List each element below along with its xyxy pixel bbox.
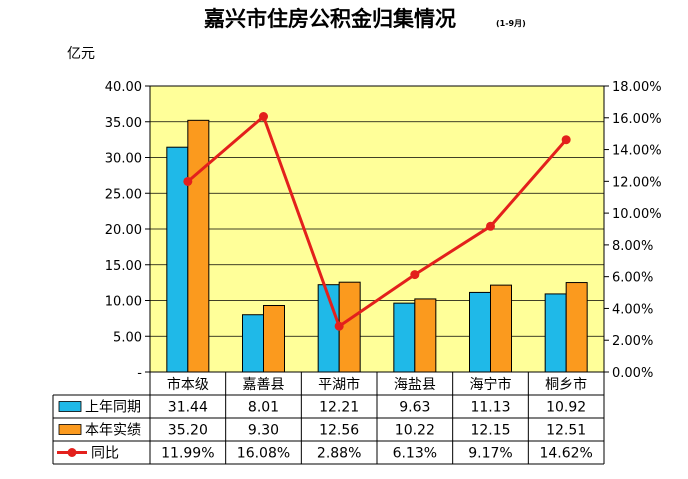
category-label: 市本级	[167, 376, 209, 393]
chart-title: 嘉兴市住房公积金归集情况	[204, 6, 456, 31]
table-value: 12.56	[319, 423, 359, 439]
series-name: 上年同期	[85, 400, 141, 416]
right-tick-label: 18.00%	[612, 80, 662, 95]
table-value: 9.30	[248, 423, 279, 439]
table-value: 10.22	[395, 423, 435, 439]
right-tick-label: 0.00%	[612, 366, 653, 381]
right-tick-label: 8.00%	[612, 239, 653, 254]
yoy-point	[183, 176, 193, 186]
bar-this-year	[263, 305, 285, 373]
bar-this-year	[490, 284, 512, 373]
yoy-point	[410, 270, 420, 280]
table-value: 9.63	[399, 400, 430, 416]
left-tick-label: 15.00	[105, 259, 142, 274]
table-value: 12.51	[546, 423, 586, 439]
yoy-point	[259, 112, 268, 122]
right-tick-label: 2.00%	[612, 334, 653, 349]
right-tick-label: 12.00%	[612, 175, 662, 190]
bar-this-year	[187, 119, 210, 373]
table-value: 14.62%	[539, 446, 592, 462]
left-tick-label: 10.00	[105, 295, 142, 310]
bars	[166, 119, 588, 373]
bar-last-year	[544, 293, 567, 373]
left-tick-label: 30.00	[105, 152, 142, 167]
left-tick-label: 25.00	[105, 187, 142, 202]
left-tick-label: 40.00	[105, 80, 142, 95]
right-tick-label: 14.00%	[612, 144, 662, 159]
left-tick-label: 20.00	[105, 223, 142, 238]
gridlines	[150, 121, 604, 337]
series-name: 同比	[91, 446, 119, 462]
table-value: 2.88%	[317, 446, 361, 462]
bar-this-year	[414, 298, 437, 373]
yoy-point	[334, 321, 344, 331]
table-value: 6.13%	[393, 446, 437, 462]
right-tick-label: 6.00%	[612, 271, 653, 286]
y-axis-label: 亿元	[67, 46, 95, 62]
bar-last-year	[242, 314, 264, 373]
table-value: 8.01	[248, 400, 279, 416]
bar-last-year	[469, 291, 491, 373]
table-value: 11.13	[470, 400, 510, 416]
table-value: 12.15	[470, 423, 510, 439]
legend-swatch	[58, 401, 82, 412]
left-tick-label: -	[137, 366, 142, 381]
category-label: 海宁市	[470, 376, 512, 393]
table-value: 9.17%	[468, 446, 512, 462]
table-value: 35.20	[168, 423, 208, 439]
yoy-line-path	[186, 113, 568, 329]
table-value: 10.92	[546, 400, 586, 416]
right-tick-label: 10.00%	[612, 207, 662, 222]
yoy-line	[183, 112, 571, 331]
table-value: 12.21	[319, 400, 359, 416]
table-value: 11.99%	[161, 446, 214, 462]
left-tick-label: 5.00	[113, 330, 142, 345]
bar-this-year	[565, 282, 588, 373]
axes: - 5.00 10.00 15.00 20.00 25.00 30.00 35.00 40.00…	[105, 80, 662, 381]
chart-subtitle: (1-9月)	[496, 19, 526, 28]
category-label: 平湖市	[318, 376, 360, 393]
right-tick-label: 16.00%	[612, 112, 662, 127]
category-label: 桐乡市	[545, 376, 587, 393]
bar-last-year	[393, 302, 416, 373]
table-value: 31.44	[168, 400, 208, 416]
category-label: 嘉善县	[243, 377, 285, 393]
table-value: 16.08%	[237, 446, 290, 462]
right-tick-label: 4.00%	[612, 302, 653, 317]
yoy-point	[486, 221, 495, 231]
legend-marker	[67, 448, 77, 457]
left-tick-label: 35.00	[105, 116, 142, 131]
legend-swatch	[58, 424, 82, 435]
series-name: 本年实绩	[85, 423, 141, 439]
yoy-point	[561, 135, 571, 145]
category-label: 海盐县	[394, 377, 436, 393]
